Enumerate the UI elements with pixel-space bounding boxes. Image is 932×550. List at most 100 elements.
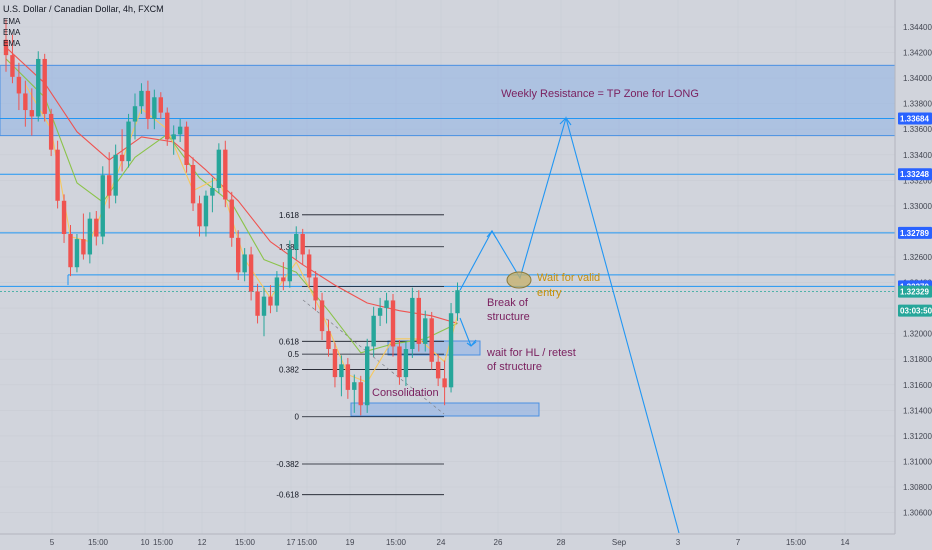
candle-down xyxy=(29,88,34,136)
candle-body xyxy=(248,254,254,292)
candle-body xyxy=(203,195,209,227)
candle-down xyxy=(145,80,151,130)
candle-down xyxy=(94,211,99,246)
candle-down xyxy=(358,375,363,416)
fib-level-label: 0.382 xyxy=(279,365,300,374)
price-badge xyxy=(898,285,932,298)
candle-body xyxy=(94,218,99,237)
candle-body xyxy=(448,313,454,388)
candle-body xyxy=(229,199,234,238)
candle-down xyxy=(416,290,421,352)
candle-down xyxy=(306,249,312,288)
price-tick: 1.30800 xyxy=(903,483,932,492)
candle-down xyxy=(345,357,351,399)
candle-down xyxy=(313,271,318,311)
time-axis-panel[interactable] xyxy=(0,534,932,550)
candle-body xyxy=(390,300,396,347)
candle-body xyxy=(268,296,273,306)
price-badge xyxy=(898,168,932,181)
time-tick: 24 xyxy=(437,538,446,547)
candle-down xyxy=(107,152,112,209)
price-tick: 1.32000 xyxy=(903,330,932,339)
candle-body xyxy=(294,234,299,250)
legend: U.S. Dollar / Canadian Dollar, 4h, FXCM … xyxy=(3,4,164,48)
candle-body xyxy=(165,112,170,140)
candle-down xyxy=(42,53,47,122)
candle-down xyxy=(23,80,28,127)
candle-down xyxy=(16,62,22,111)
time-tick: 28 xyxy=(557,538,566,547)
candle-body xyxy=(177,126,183,135)
candle-body xyxy=(10,55,15,77)
candle-body xyxy=(274,277,280,306)
candle-body xyxy=(119,154,125,162)
candle-body xyxy=(3,39,9,56)
indicator-ema-2[interactable]: EMA xyxy=(3,28,21,37)
time-axis-ticks: 5 15:00 10 15:00 12 15:00 17 15:00 19 15:00 24 26 28… xyxy=(50,538,850,547)
candle-up xyxy=(377,297,383,326)
candle-up xyxy=(455,282,460,321)
candle-body xyxy=(42,58,47,114)
candle-body xyxy=(152,97,157,119)
time-tick: 10 xyxy=(141,538,150,547)
candle-body xyxy=(319,300,325,332)
candle-up xyxy=(423,310,428,352)
candle-body xyxy=(68,234,73,268)
levels xyxy=(0,117,895,293)
time-tick: 19 xyxy=(346,538,355,547)
candle-down xyxy=(165,107,170,146)
fib-level-label: 1.382 xyxy=(279,243,300,252)
weekly-resistance-zone[interactable] xyxy=(0,64,896,137)
candle-down xyxy=(319,292,325,341)
price-axis-panel[interactable] xyxy=(895,0,932,550)
candle-body xyxy=(345,364,351,390)
candle-up xyxy=(242,248,247,282)
wait-entry-label-2: entry xyxy=(537,287,562,299)
candle-body xyxy=(300,234,305,255)
candle-down xyxy=(229,191,234,247)
candle-up xyxy=(74,234,80,273)
candle-body xyxy=(132,106,138,122)
entry-ellipse[interactable] xyxy=(506,271,532,289)
candle-up xyxy=(339,355,344,397)
candle-down xyxy=(3,19,9,72)
candle-body xyxy=(313,277,318,301)
fib-level-label: -0.618 xyxy=(276,491,299,500)
indicator-ema-3[interactable]: EMA xyxy=(3,39,21,48)
price-tick: 1.33000 xyxy=(903,202,932,211)
retest-arrow[interactable] xyxy=(459,317,472,347)
candle-up xyxy=(365,338,370,413)
candle-body xyxy=(184,126,189,165)
candle-body xyxy=(281,277,286,282)
candle-body xyxy=(113,154,118,196)
candle-up xyxy=(216,143,222,194)
fib-level-label: 0 xyxy=(295,413,300,422)
fib-trendline xyxy=(302,299,445,415)
price-badge-label: 1.32329 xyxy=(900,288,929,297)
candle-body xyxy=(429,318,434,362)
candle-up xyxy=(177,119,183,142)
candle-body xyxy=(377,308,383,316)
candle-body xyxy=(410,297,415,349)
candle-body xyxy=(261,296,267,316)
candle-body xyxy=(81,239,86,255)
break-structure-label: Break of xyxy=(487,297,529,309)
candle-body xyxy=(435,361,441,379)
candle-body xyxy=(55,149,60,201)
indicator-ema-1[interactable]: EMA xyxy=(3,17,21,26)
candle-body xyxy=(384,300,389,309)
projection-path[interactable] xyxy=(459,115,680,534)
candle-up xyxy=(152,89,157,130)
candle-up xyxy=(287,240,292,288)
candle-up xyxy=(87,212,93,264)
candle-down xyxy=(236,230,241,280)
price-axis-ticks: 1.34400 1.34200 1.34000 1.33800 1.33600 1.334… xyxy=(903,23,932,518)
price-tick: 1.31000 xyxy=(903,457,932,466)
price-badge xyxy=(898,226,932,239)
candle-body xyxy=(442,378,447,388)
candle-body xyxy=(216,149,222,188)
candle-body xyxy=(397,346,402,378)
candle-body xyxy=(423,318,428,344)
candle-body xyxy=(197,203,202,227)
